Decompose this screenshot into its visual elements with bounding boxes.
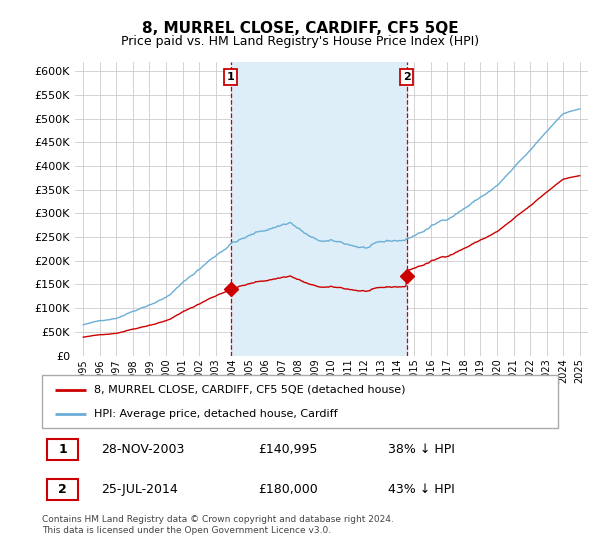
Bar [230,62,407,356]
Text: 28-NOV-2003: 28-NOV-2003 [101,442,185,456]
Text: 43% ↓ HPI: 43% ↓ HPI [388,483,454,496]
Text: 2: 2 [58,483,67,496]
Text: HPI: Average price, detached house, Cardiff: HPI: Average price, detached house, Card… [94,409,337,419]
FancyBboxPatch shape [47,438,78,460]
Text: 1: 1 [58,442,67,456]
FancyBboxPatch shape [47,479,78,500]
Text: 8, MURREL CLOSE, CARDIFF, CF5 5QE: 8, MURREL CLOSE, CARDIFF, CF5 5QE [142,21,458,36]
Text: Price paid vs. HM Land Registry's House Price Index (HPI): Price paid vs. HM Land Registry's House … [121,35,479,48]
Text: 1: 1 [227,72,235,82]
Text: 25-JUL-2014: 25-JUL-2014 [101,483,178,496]
Text: 2: 2 [403,72,410,82]
Text: 38% ↓ HPI: 38% ↓ HPI [388,442,455,456]
Text: £180,000: £180,000 [259,483,319,496]
Text: 8, MURREL CLOSE, CARDIFF, CF5 5QE (detached house): 8, MURREL CLOSE, CARDIFF, CF5 5QE (detac… [94,385,405,395]
Text: Contains HM Land Registry data © Crown copyright and database right 2024.
This d: Contains HM Land Registry data © Crown c… [42,515,394,535]
Text: £140,995: £140,995 [259,442,318,456]
